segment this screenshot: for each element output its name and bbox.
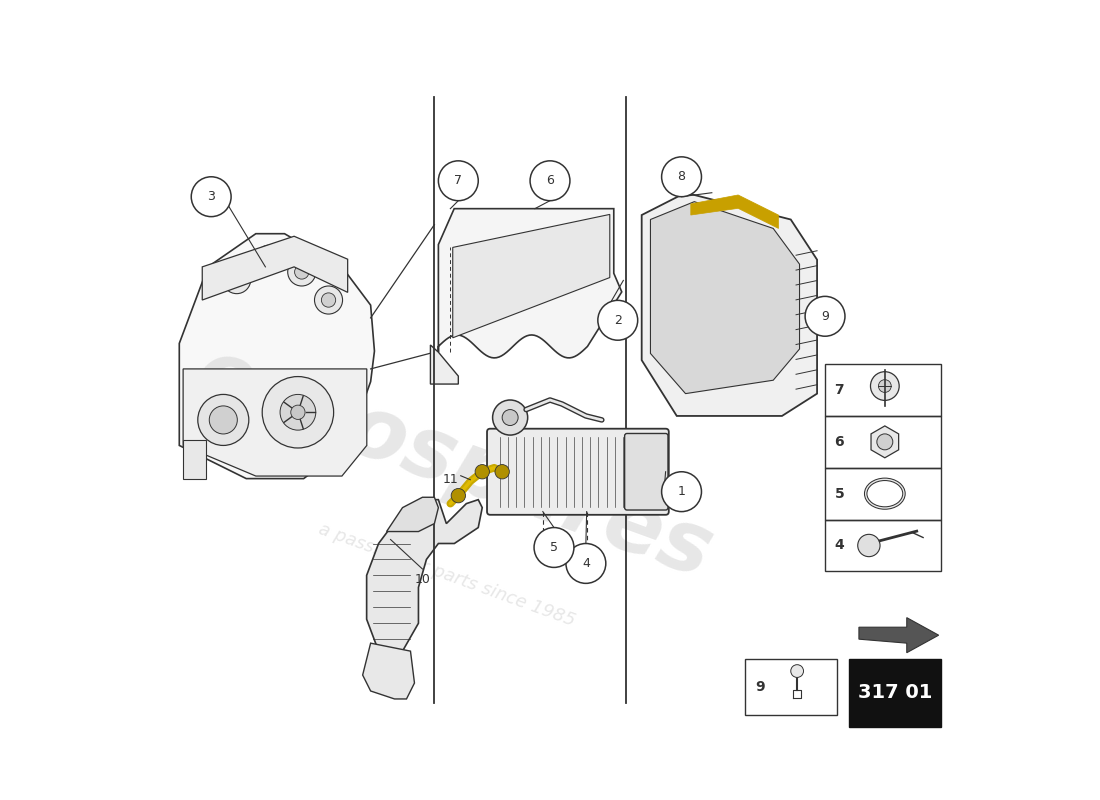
- Polygon shape: [641, 193, 817, 416]
- Circle shape: [290, 405, 305, 419]
- Polygon shape: [859, 618, 938, 653]
- Circle shape: [262, 377, 333, 448]
- Text: 5: 5: [550, 541, 558, 554]
- Circle shape: [230, 273, 244, 286]
- Circle shape: [321, 293, 336, 307]
- Text: 9: 9: [821, 310, 829, 322]
- Polygon shape: [691, 195, 779, 229]
- FancyBboxPatch shape: [625, 434, 668, 510]
- Text: 4: 4: [835, 538, 845, 553]
- Circle shape: [315, 286, 342, 314]
- Circle shape: [451, 489, 465, 503]
- Text: 3: 3: [207, 190, 216, 203]
- Text: 4: 4: [582, 557, 590, 570]
- Circle shape: [661, 157, 702, 197]
- Circle shape: [858, 534, 880, 557]
- Bar: [746, 659, 837, 715]
- Text: 5: 5: [835, 486, 845, 501]
- Circle shape: [222, 266, 251, 294]
- Text: 1: 1: [678, 485, 685, 498]
- Text: 11: 11: [442, 474, 459, 486]
- Polygon shape: [386, 498, 439, 531]
- Circle shape: [209, 406, 238, 434]
- Circle shape: [597, 300, 638, 340]
- Circle shape: [495, 465, 509, 479]
- Circle shape: [661, 472, 702, 512]
- Bar: [183, 440, 206, 478]
- Polygon shape: [183, 369, 366, 476]
- Polygon shape: [439, 209, 622, 358]
- Polygon shape: [366, 500, 482, 651]
- Text: 2: 2: [614, 314, 622, 326]
- Bar: [825, 416, 940, 468]
- Text: 7: 7: [835, 383, 844, 397]
- Circle shape: [475, 465, 490, 479]
- Circle shape: [255, 245, 283, 274]
- Text: 6: 6: [835, 435, 844, 449]
- Text: 10: 10: [415, 573, 430, 586]
- Bar: [825, 519, 940, 571]
- Text: a passion for parts since 1985: a passion for parts since 1985: [316, 521, 578, 630]
- Circle shape: [198, 394, 249, 446]
- Circle shape: [503, 410, 518, 426]
- Text: 317 01: 317 01: [858, 683, 932, 702]
- Polygon shape: [202, 236, 348, 300]
- Text: 7: 7: [454, 174, 462, 187]
- Polygon shape: [871, 426, 899, 458]
- Circle shape: [280, 394, 316, 430]
- Circle shape: [439, 161, 478, 201]
- Text: eurospares: eurospares: [185, 332, 725, 596]
- Circle shape: [791, 665, 803, 678]
- FancyBboxPatch shape: [487, 429, 669, 515]
- Circle shape: [565, 543, 606, 583]
- Bar: [825, 364, 940, 416]
- Circle shape: [805, 296, 845, 336]
- Bar: [825, 468, 940, 519]
- Circle shape: [191, 177, 231, 217]
- Circle shape: [295, 265, 309, 279]
- Bar: [849, 659, 940, 727]
- Circle shape: [288, 258, 316, 286]
- Circle shape: [262, 252, 276, 266]
- Circle shape: [530, 161, 570, 201]
- Circle shape: [879, 380, 891, 393]
- Polygon shape: [363, 643, 415, 699]
- Circle shape: [493, 400, 528, 435]
- Circle shape: [535, 527, 574, 567]
- Text: 9: 9: [755, 680, 764, 694]
- Circle shape: [870, 372, 899, 400]
- Text: 6: 6: [546, 174, 554, 187]
- Polygon shape: [453, 214, 609, 338]
- Polygon shape: [650, 202, 800, 394]
- Polygon shape: [179, 234, 374, 478]
- Circle shape: [877, 434, 893, 450]
- Text: 8: 8: [678, 170, 685, 183]
- Polygon shape: [430, 345, 459, 384]
